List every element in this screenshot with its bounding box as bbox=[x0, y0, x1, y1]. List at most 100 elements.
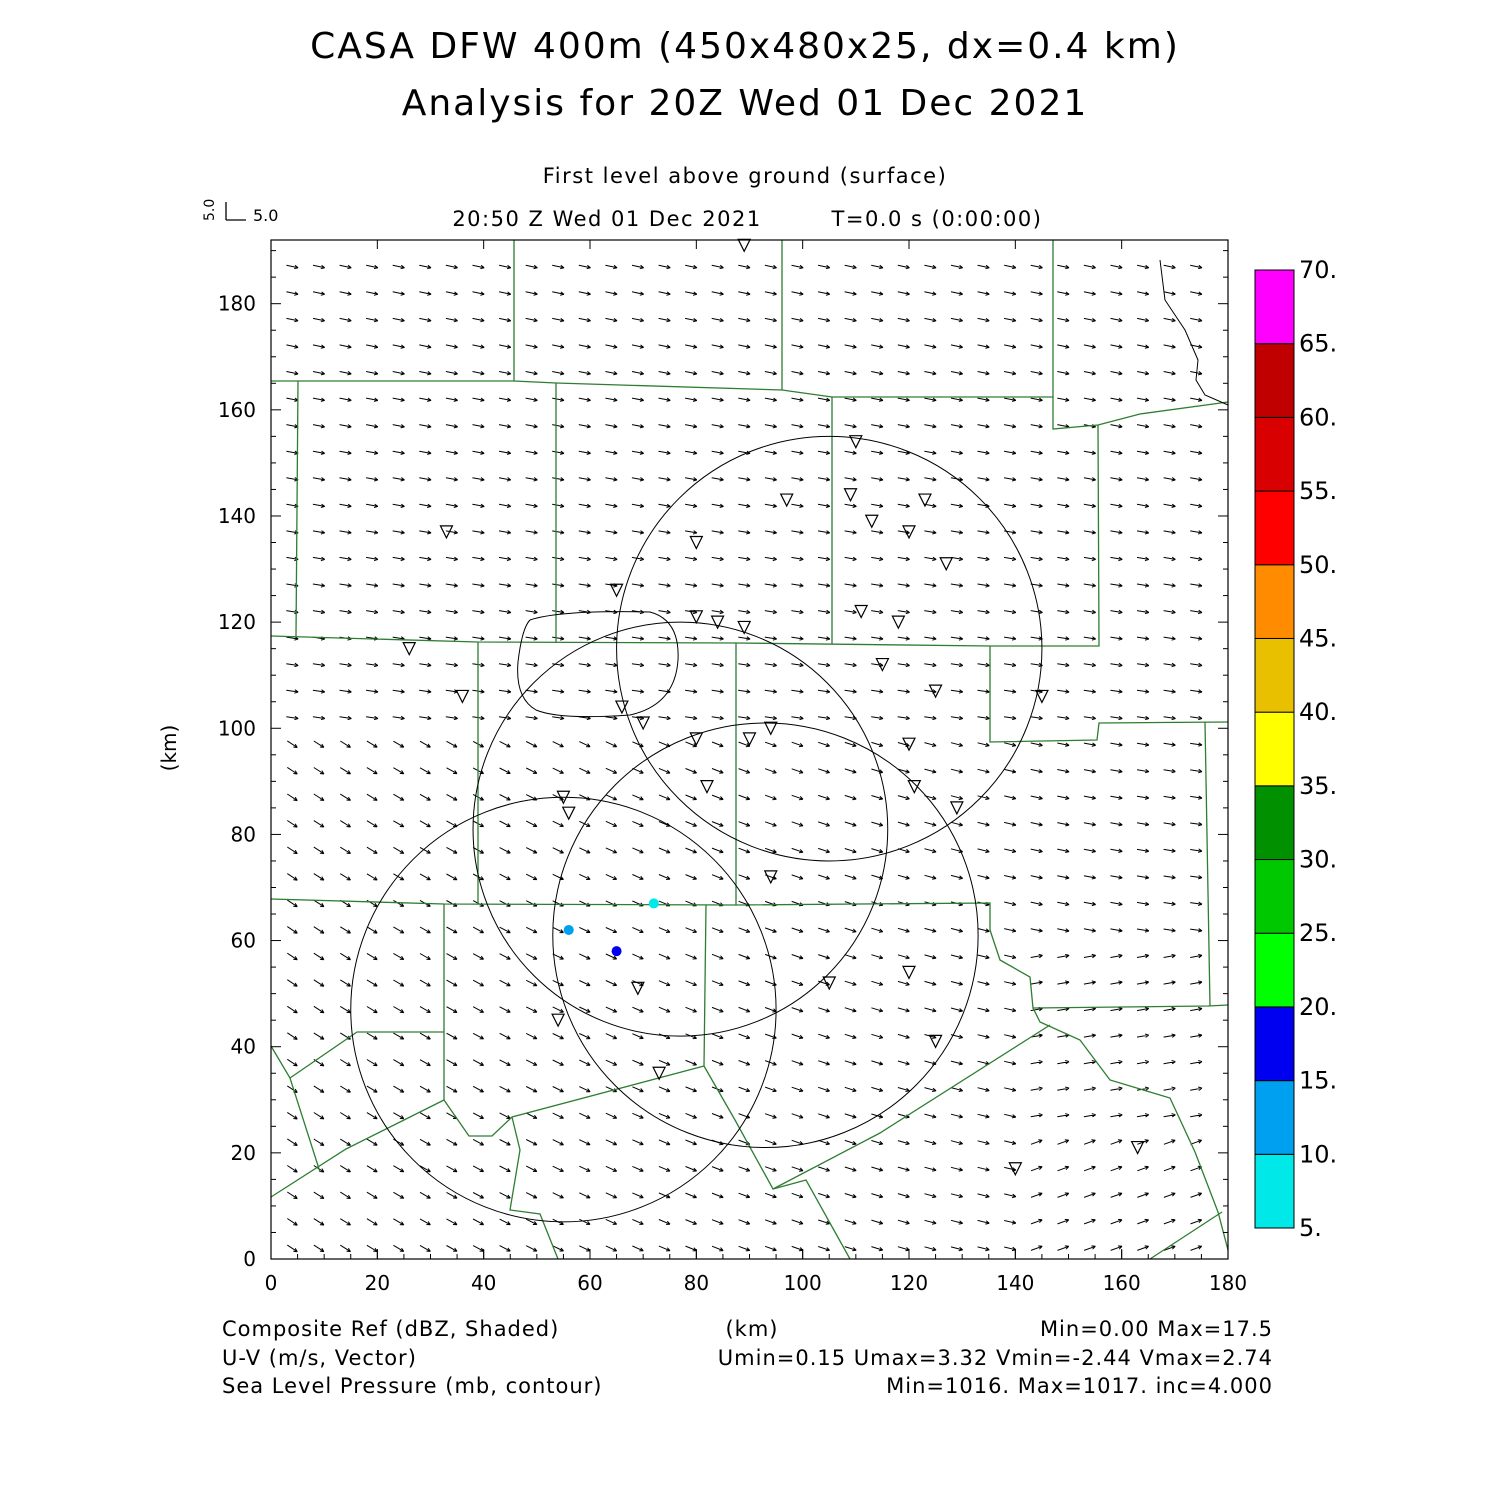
station-marker bbox=[737, 238, 752, 253]
reflectivity-echo bbox=[648, 898, 659, 909]
valid-time: 20:50 Z Wed 01 Dec 2021 bbox=[452, 207, 761, 231]
station-marker bbox=[710, 615, 725, 630]
colorbar-label: 15. bbox=[1299, 1067, 1337, 1095]
station-marker bbox=[614, 700, 629, 715]
station-marker bbox=[609, 583, 624, 598]
colorbar-swatch bbox=[1254, 564, 1295, 639]
y-axis-label: (km) bbox=[157, 725, 181, 772]
colorbar: 5. 10. 15. 20. 25. 30. 35. 40. 45. 50. 55. 60. 65. 70… bbox=[1254, 256, 1337, 1242]
colorbar-swatch bbox=[1254, 637, 1295, 713]
title-line-1: CASA DFW 400m (450x480x25, dx=0.4 km) bbox=[310, 26, 1180, 67]
colorbar-label: 60. bbox=[1299, 403, 1337, 431]
colorbar-label: 5. bbox=[1299, 1214, 1322, 1242]
station-marker bbox=[848, 435, 863, 450]
vector-key-y-label: 5.0 bbox=[202, 199, 218, 221]
pressure-contour bbox=[517, 611, 679, 718]
station-marker bbox=[699, 780, 714, 794]
footer-right-3: Min=1016. Max=1017. inc=4.000 bbox=[886, 1374, 1273, 1398]
colorbar-swatch bbox=[1254, 343, 1295, 418]
footer-left-3: Sea Level Pressure (mb, contour) bbox=[222, 1374, 603, 1398]
y-tick-label: 40 bbox=[231, 1035, 256, 1059]
colorbar-swatch bbox=[1254, 269, 1295, 345]
station-marker bbox=[556, 790, 571, 805]
colorbar-label: 10. bbox=[1299, 1140, 1337, 1168]
station-marker bbox=[822, 976, 837, 991]
colorbar-label: 25. bbox=[1299, 919, 1337, 947]
x-tick-label: 120 bbox=[890, 1271, 928, 1295]
station-marker bbox=[928, 1034, 943, 1049]
station-marker bbox=[636, 716, 651, 731]
x-tick-label: 20 bbox=[365, 1271, 390, 1295]
station-marker bbox=[551, 1013, 566, 1028]
station-marker bbox=[854, 604, 869, 619]
level-label: First level above ground (surface) bbox=[543, 164, 948, 188]
vector-key-x-label: 5.0 bbox=[253, 206, 278, 225]
y-tick-label: 20 bbox=[231, 1141, 256, 1165]
y-tick-label: 140 bbox=[218, 504, 256, 528]
reflectivity-echoes bbox=[563, 898, 659, 957]
y-tick-label: 60 bbox=[231, 929, 256, 953]
x-tick-label: 80 bbox=[684, 1271, 709, 1295]
y-axis-tick-labels: 0 20 40 60 80 100 120 140 160 180 bbox=[218, 292, 256, 1271]
colorbar-swatch bbox=[1254, 1080, 1295, 1155]
radar-range-ring bbox=[616, 435, 1043, 862]
title-line-2: Analysis for 20Z Wed 01 Dec 2021 bbox=[402, 83, 1089, 124]
station-marker bbox=[402, 642, 417, 657]
y-tick-label: 100 bbox=[218, 716, 256, 740]
station-marker bbox=[864, 514, 879, 529]
station-marker bbox=[779, 493, 794, 508]
station-marker bbox=[902, 965, 916, 980]
reflectivity-echo bbox=[611, 946, 622, 957]
x-tick-label: 0 bbox=[265, 1271, 278, 1295]
station-marker bbox=[843, 488, 858, 503]
y-tick-label: 0 bbox=[243, 1247, 256, 1271]
axis-ticks bbox=[270, 240, 1229, 1260]
x-axis-label: (km) bbox=[725, 1317, 778, 1341]
station-marker bbox=[939, 557, 954, 572]
station-marker bbox=[928, 684, 943, 699]
colorbar-swatch bbox=[1254, 711, 1295, 787]
y-tick-label: 120 bbox=[218, 610, 256, 634]
station-marker bbox=[902, 525, 916, 540]
footer-left-1: Composite Ref (dBZ, Shaded) bbox=[222, 1317, 559, 1341]
x-tick-label: 180 bbox=[1209, 1271, 1247, 1295]
reflectivity-echo bbox=[563, 924, 574, 935]
station-marker bbox=[689, 732, 704, 747]
station-marker bbox=[742, 732, 757, 747]
colorbar-swatch bbox=[1254, 416, 1295, 492]
radar-range-ring bbox=[350, 796, 777, 1223]
station-marker bbox=[1130, 1140, 1145, 1155]
elapsed-time: T=0.0 s (0:00:00) bbox=[831, 207, 1043, 231]
station-marker bbox=[455, 689, 470, 704]
vector-key: 5.0 5.0 bbox=[202, 199, 278, 225]
x-tick-label: 160 bbox=[1103, 1271, 1141, 1295]
station-marker bbox=[561, 806, 576, 821]
station-marker bbox=[763, 870, 778, 885]
station-marker bbox=[763, 721, 778, 736]
wind-vectors bbox=[286, 264, 1203, 1253]
colorbar-swatch bbox=[1254, 1006, 1295, 1082]
station-marker bbox=[652, 1066, 667, 1081]
station-marker bbox=[1034, 689, 1049, 704]
station-marker bbox=[737, 620, 752, 635]
station-marker bbox=[902, 737, 916, 752]
colorbar-label: 45. bbox=[1299, 624, 1337, 652]
plot-area bbox=[270, 238, 1229, 1260]
colorbar-swatch bbox=[1254, 1153, 1295, 1229]
x-tick-label: 40 bbox=[471, 1271, 496, 1295]
station-marker bbox=[689, 610, 704, 625]
station-marker bbox=[949, 801, 964, 816]
y-tick-label: 160 bbox=[218, 398, 256, 422]
x-tick-label: 60 bbox=[577, 1271, 602, 1295]
y-tick-label: 80 bbox=[231, 822, 256, 846]
colorbar-label: 30. bbox=[1299, 846, 1337, 874]
colorbar-label: 55. bbox=[1299, 477, 1337, 505]
y-tick-label: 180 bbox=[218, 292, 256, 316]
station-marker bbox=[689, 535, 704, 550]
station-marker bbox=[907, 780, 922, 794]
footer-right-2: Umin=0.15 Umax=3.32 Vmin=-2.44 Vmax=2.74 bbox=[718, 1346, 1273, 1370]
station-marker bbox=[875, 657, 890, 672]
x-tick-label: 140 bbox=[996, 1271, 1034, 1295]
footer-right-1: Min=0.00 Max=17.5 bbox=[1040, 1317, 1273, 1341]
